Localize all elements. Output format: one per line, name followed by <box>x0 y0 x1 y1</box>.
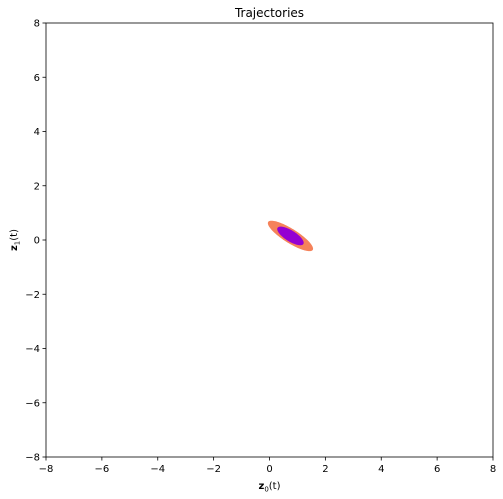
y-label-arg: (t) <box>9 229 20 241</box>
y-tick-label: −6 <box>25 398 40 409</box>
y-axis-label: z1(t) <box>9 229 22 251</box>
y-axis-ticks: −8 −6 −4 −2 0 2 4 6 8 <box>25 19 46 464</box>
y-tick-label: −4 <box>25 344 40 355</box>
x-label-var: z <box>258 481 264 492</box>
x-tick-label: 8 <box>490 464 496 475</box>
data-layer <box>267 220 314 252</box>
x-axis-ticks: −8 −6 −4 −2 0 2 4 6 8 <box>39 457 496 475</box>
y-label-sub: 1 <box>14 241 22 245</box>
y-tick-label: 2 <box>34 181 40 192</box>
x-tick-label: 4 <box>378 464 384 475</box>
x-tick-label: −4 <box>150 464 165 475</box>
axes-frame <box>45 22 494 458</box>
series-band-inner <box>277 226 304 246</box>
y-tick-label: 8 <box>34 19 40 30</box>
x-axis-label: z0(t) <box>258 481 280 494</box>
x-label-arg: (t) <box>269 481 281 492</box>
y-tick-label: 4 <box>34 127 40 138</box>
x-tick-label: 6 <box>434 464 440 475</box>
x-tick-label: −8 <box>39 464 54 475</box>
x-tick-label: −2 <box>206 464 221 475</box>
y-tick-label: 6 <box>34 73 40 84</box>
x-tick-label: 0 <box>266 464 272 475</box>
y-tick-label: −8 <box>25 453 40 464</box>
y-tick-label: −2 <box>25 290 40 301</box>
y-tick-label: 0 <box>34 236 40 247</box>
x-tick-label: 2 <box>322 464 328 475</box>
y-label-var: z <box>9 245 20 251</box>
x-label-sub: 0 <box>264 486 268 494</box>
plot-area: −8 −6 −4 −2 0 2 4 6 8 −8 −6 −4 −2 0 2 4 6 8 <box>25 19 496 476</box>
chart-title: Trajectories <box>234 6 304 20</box>
x-tick-label: −6 <box>95 464 110 475</box>
